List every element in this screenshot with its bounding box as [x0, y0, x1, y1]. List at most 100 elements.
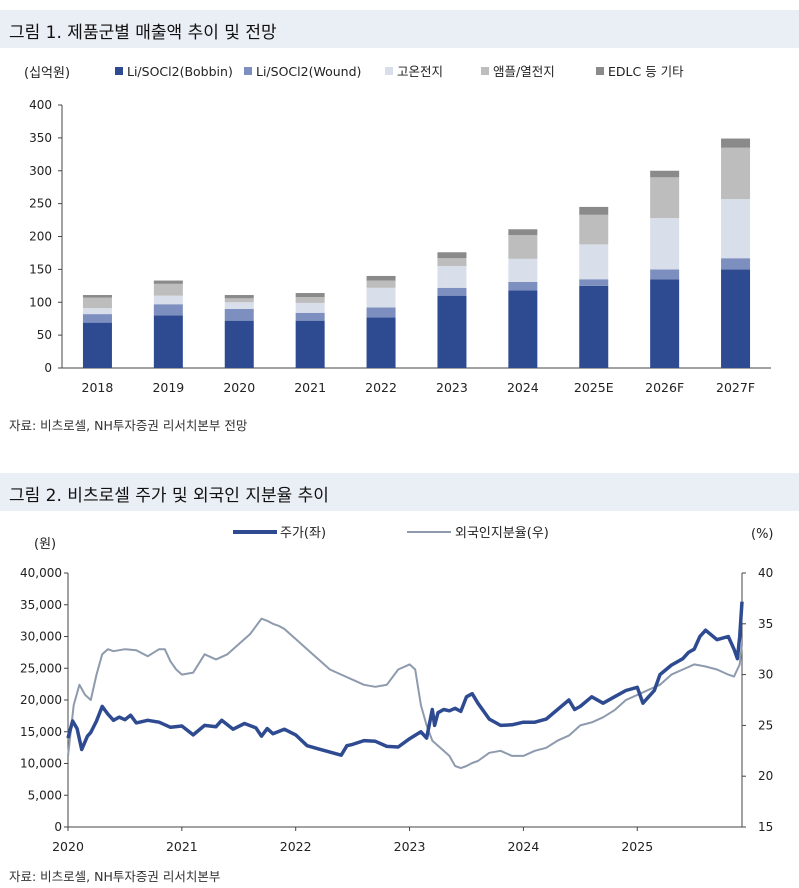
- x-tick-label-7: 2025E: [574, 380, 614, 395]
- bar-2020-1: [224, 308, 254, 321]
- bar-2019-1: [153, 304, 183, 316]
- bar-2021-1: [295, 312, 325, 321]
- bar-2025E-3: [579, 214, 609, 245]
- figure2-title: 그림 2. 비츠로셀 주가 및 외국인 지분율 추이: [9, 486, 329, 506]
- bar-2025E-4: [579, 206, 609, 215]
- bar-2024-1: [508, 281, 538, 291]
- x-tick-label-3: 2021: [294, 380, 326, 395]
- legend-swatch-1: [244, 67, 252, 75]
- left-y-tick-label-4: 20,000: [20, 693, 62, 707]
- bar-2020-0: [224, 320, 254, 368]
- bar-2023-0: [437, 295, 467, 368]
- bar-2027F-3: [721, 147, 751, 200]
- legend-label-3: 앰플/열전지: [493, 64, 555, 79]
- x-tick-label-6: 2024: [507, 380, 539, 395]
- x-tick-label-9: 2027F: [716, 380, 755, 395]
- bar-2023-1: [437, 287, 467, 296]
- y-tick-label-4: 200: [29, 230, 52, 244]
- legend-swatch-4: [596, 67, 604, 75]
- bar-2021-0: [295, 320, 325, 368]
- bar-2023-2: [437, 266, 467, 288]
- right-y-tick-label-2: 25: [758, 718, 773, 732]
- y-tick-label-8: 400: [29, 98, 52, 112]
- x-tick-label-1: 2021: [166, 839, 198, 854]
- bar-chart-revenue: (십억원) Li/SOCl2(Bobbin) Li/SOCl2(Wound) 고온전지…: [24, 64, 771, 395]
- x-tick-label-3: 2023: [394, 839, 426, 854]
- legend-label-foreign: 외국인지분율(우): [455, 526, 549, 541]
- left-y-tick-label-0: 0: [54, 820, 62, 834]
- bar-2022-0: [366, 317, 396, 368]
- bar-2018-0: [82, 322, 112, 368]
- bar-2024-4: [508, 229, 538, 236]
- bar-2021-3: [295, 296, 325, 303]
- bar-2018-3: [82, 297, 112, 309]
- bar-2027F-2: [721, 199, 751, 259]
- series-line-stock-price: [66, 601, 744, 757]
- bar-2025E-1: [579, 279, 609, 286]
- figure2-title-bar: 그림 2. 비츠로셀 주가 및 외국인 지분율 추이: [0, 473, 799, 511]
- left-y-tick-label-2: 10,000: [20, 757, 62, 771]
- legend-swatch-0: [115, 67, 123, 75]
- legend-label-0: Li/SOCl2(Bobbin): [127, 64, 233, 79]
- y-tick-label-1: 50: [37, 328, 52, 342]
- bar-2026F-2: [650, 218, 680, 270]
- figure1-title: 그림 1. 제품군별 매출액 추이 및 전망: [9, 23, 277, 43]
- y-tick-label-7: 350: [29, 131, 52, 145]
- bar-2025E-0: [579, 285, 609, 368]
- left-y-tick-label-3: 15,000: [20, 725, 62, 739]
- bar-2027F-1: [721, 258, 751, 270]
- bar-2023-3: [437, 258, 467, 267]
- bar-2026F-4: [650, 170, 680, 178]
- bar-2027F-4: [721, 138, 751, 148]
- bar-2026F-0: [650, 279, 680, 368]
- right-axis-unit-label: (%): [751, 527, 774, 542]
- left-y-tick-label-7: 35,000: [20, 598, 62, 612]
- x-tick-label-5: 2025: [621, 839, 653, 854]
- bar-2024-3: [508, 235, 538, 259]
- bar-2021-4: [295, 293, 325, 297]
- right-y-tick-label-0: 15: [758, 820, 773, 834]
- bar-2020-2: [224, 302, 254, 309]
- bar-2023-4: [437, 252, 467, 259]
- y-tick-label-5: 250: [29, 197, 52, 211]
- right-y-tick-label-5: 40: [758, 566, 773, 580]
- series-line-foreign-ownership: [67, 617, 743, 770]
- legend-label-2: 고온전지: [397, 64, 443, 79]
- figure1-source: 자료: 비츠로셀, NH투자증권 리서치본부 전망: [9, 418, 248, 433]
- bar-2019-3: [153, 283, 183, 296]
- y-axis-unit-label: (십억원): [24, 66, 70, 81]
- bar-2022-3: [366, 280, 396, 288]
- x-tick-label-4: 2024: [507, 839, 539, 854]
- bar-2024-0: [508, 290, 538, 368]
- x-tick-label-4: 2022: [365, 380, 397, 395]
- x-tick-label-2: 2022: [280, 839, 312, 854]
- legend-label-4: EDLC 등 기타: [608, 64, 684, 79]
- left-y-tick-label-6: 30,000: [20, 630, 62, 644]
- y-tick-label-2: 100: [29, 295, 52, 309]
- y-tick-label-0: 0: [44, 361, 52, 375]
- legend-swatch-3: [481, 67, 489, 75]
- legend-swatch-2: [385, 67, 393, 75]
- left-y-tick-label-8: 40,000: [20, 566, 62, 580]
- bar-2019-0: [153, 315, 183, 368]
- bar-2026F-1: [650, 269, 680, 280]
- bar-2018-4: [82, 295, 112, 298]
- legend-label-price: 주가(좌): [280, 526, 326, 541]
- left-y-tick-label-5: 25,000: [20, 661, 62, 675]
- bar-2019-4: [153, 280, 183, 284]
- x-tick-label-2: 2020: [223, 380, 255, 395]
- line-chart-price-foreign: (원) (%) 주가(좌) 외국인지분율(우) 0 5,000 10,000 15,000 20…: [20, 526, 774, 854]
- bar-2022-4: [366, 275, 396, 281]
- right-y-tick-label-4: 35: [758, 617, 773, 631]
- left-axis-unit-label: (원): [34, 537, 56, 552]
- right-y-tick-label-3: 30: [758, 668, 773, 682]
- bar-2020-3: [224, 298, 254, 303]
- legend-label-1: Li/SOCl2(Wound): [256, 64, 361, 79]
- bar-2018-1: [82, 314, 112, 323]
- y-tick-label-6: 300: [29, 164, 52, 178]
- x-tick-label-1: 2019: [152, 380, 184, 395]
- x-tick-label-0: 2020: [52, 839, 84, 854]
- bar-2021-2: [295, 302, 325, 313]
- bar-2022-2: [366, 287, 396, 308]
- bar-2025E-2: [579, 244, 609, 280]
